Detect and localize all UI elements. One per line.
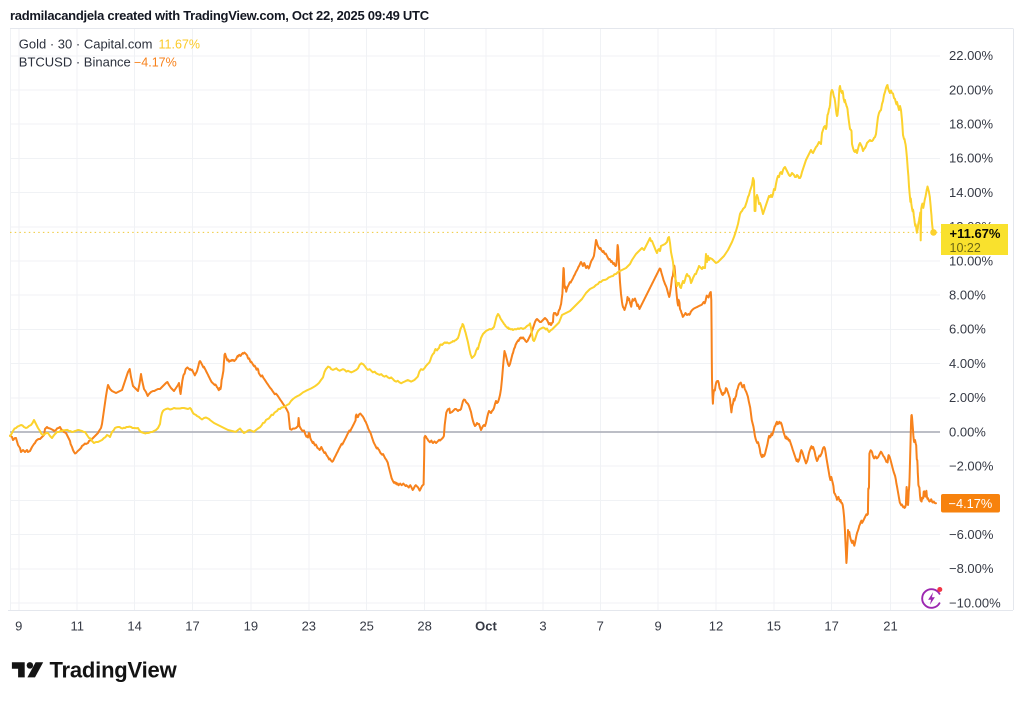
svg-text:22.00%: 22.00% xyxy=(949,48,994,63)
svg-text:10:22: 10:22 xyxy=(950,241,981,255)
svg-text:−10.00%: −10.00% xyxy=(949,595,1001,610)
svg-text:2.00%: 2.00% xyxy=(949,390,986,405)
svg-text:8.00%: 8.00% xyxy=(949,288,986,303)
svg-text:19: 19 xyxy=(244,619,258,634)
svg-text:14: 14 xyxy=(127,619,141,634)
svg-text:radmilacandjela created with T: radmilacandjela created with TradingView… xyxy=(10,8,430,23)
svg-text:0.00%: 0.00% xyxy=(949,424,986,439)
svg-text:25: 25 xyxy=(359,619,373,634)
svg-text:11.67%: 11.67% xyxy=(159,37,200,51)
svg-text:TradingView: TradingView xyxy=(50,658,178,683)
svg-text:18.00%: 18.00% xyxy=(949,117,994,132)
svg-text:9: 9 xyxy=(15,619,22,634)
svg-text:11: 11 xyxy=(70,619,84,634)
svg-text:10.00%: 10.00% xyxy=(949,253,994,268)
svg-text:14.00%: 14.00% xyxy=(949,185,994,200)
svg-text:17: 17 xyxy=(185,619,199,634)
svg-text:Oct: Oct xyxy=(475,619,497,634)
svg-text:28: 28 xyxy=(417,619,431,634)
svg-text:12: 12 xyxy=(709,619,723,634)
svg-text:3: 3 xyxy=(539,619,546,634)
svg-text:9: 9 xyxy=(654,619,661,634)
svg-text:17: 17 xyxy=(824,619,838,634)
svg-text:Gold · 30 · Capital.com: Gold · 30 · Capital.com xyxy=(19,36,153,51)
svg-text:+11.67%: +11.67% xyxy=(950,226,1001,241)
svg-text:7: 7 xyxy=(597,619,604,634)
svg-text:−4.17%: −4.17% xyxy=(949,496,993,511)
svg-text:−8.00%: −8.00% xyxy=(949,561,994,576)
svg-text:−6.00%: −6.00% xyxy=(949,527,994,542)
svg-text:BTCUSD · Binance: BTCUSD · Binance xyxy=(19,54,131,69)
svg-text:−4.17%: −4.17% xyxy=(134,55,177,69)
svg-text:16.00%: 16.00% xyxy=(949,151,994,166)
svg-text:6.00%: 6.00% xyxy=(949,322,986,337)
svg-text:21: 21 xyxy=(883,619,897,634)
svg-text:4.00%: 4.00% xyxy=(949,356,986,371)
svg-text:20.00%: 20.00% xyxy=(949,82,994,97)
svg-text:15: 15 xyxy=(767,619,781,634)
svg-text:−2.00%: −2.00% xyxy=(949,459,994,474)
svg-text:23: 23 xyxy=(302,619,316,634)
